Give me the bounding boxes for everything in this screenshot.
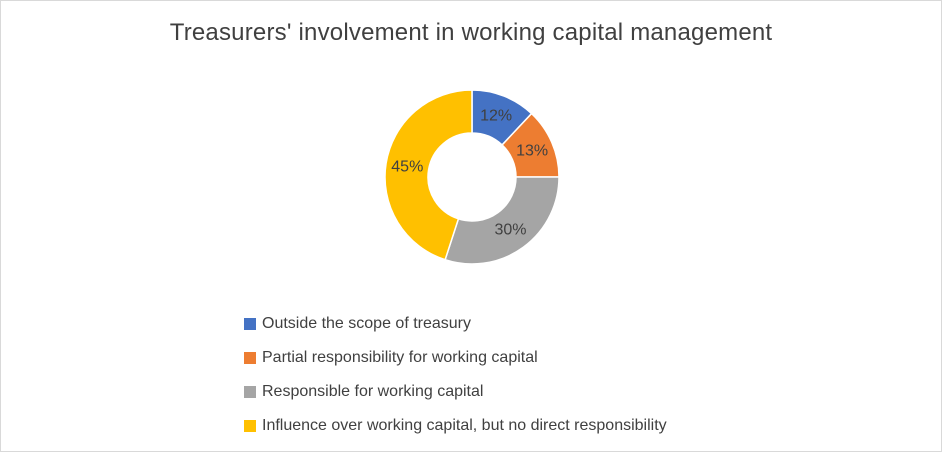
donut-data-labels: 12%13% 30% 45% [391, 108, 548, 239]
donut-slice-responsible [444, 176, 560, 265]
legend-item-influence: Influence over working capital, but no d… [244, 409, 667, 443]
legend-label: Partial responsibility for working capit… [262, 349, 538, 366]
legend-item-outside-scope: Outside the scope of treasury [244, 307, 667, 341]
legend-label: Outside the scope of treasury [262, 315, 471, 332]
donut-slices [384, 89, 560, 265]
data-label-responsible: 30% [494, 221, 526, 238]
data-label-partial-responsibility: 13% [516, 142, 548, 159]
legend-swatch [244, 386, 256, 398]
donut-slice-influence [384, 89, 473, 261]
chart-title: Treasurers' involvement in working capit… [169, 19, 773, 46]
legend-swatch [244, 352, 256, 364]
legend-swatch [244, 420, 256, 432]
chart-legend: Outside the scope of treasury Partial re… [244, 307, 667, 443]
legend-item-partial-responsibility: Partial responsibility for working capit… [244, 341, 667, 375]
data-label-influence: 45% [391, 158, 423, 175]
legend-swatch [244, 318, 256, 330]
legend-item-responsible: Responsible for working capital [244, 375, 667, 409]
data-label-outside-scope: 12% [480, 108, 512, 125]
legend-label: Influence over working capital, but no d… [262, 417, 667, 434]
legend-label: Responsible for working capital [262, 383, 484, 400]
